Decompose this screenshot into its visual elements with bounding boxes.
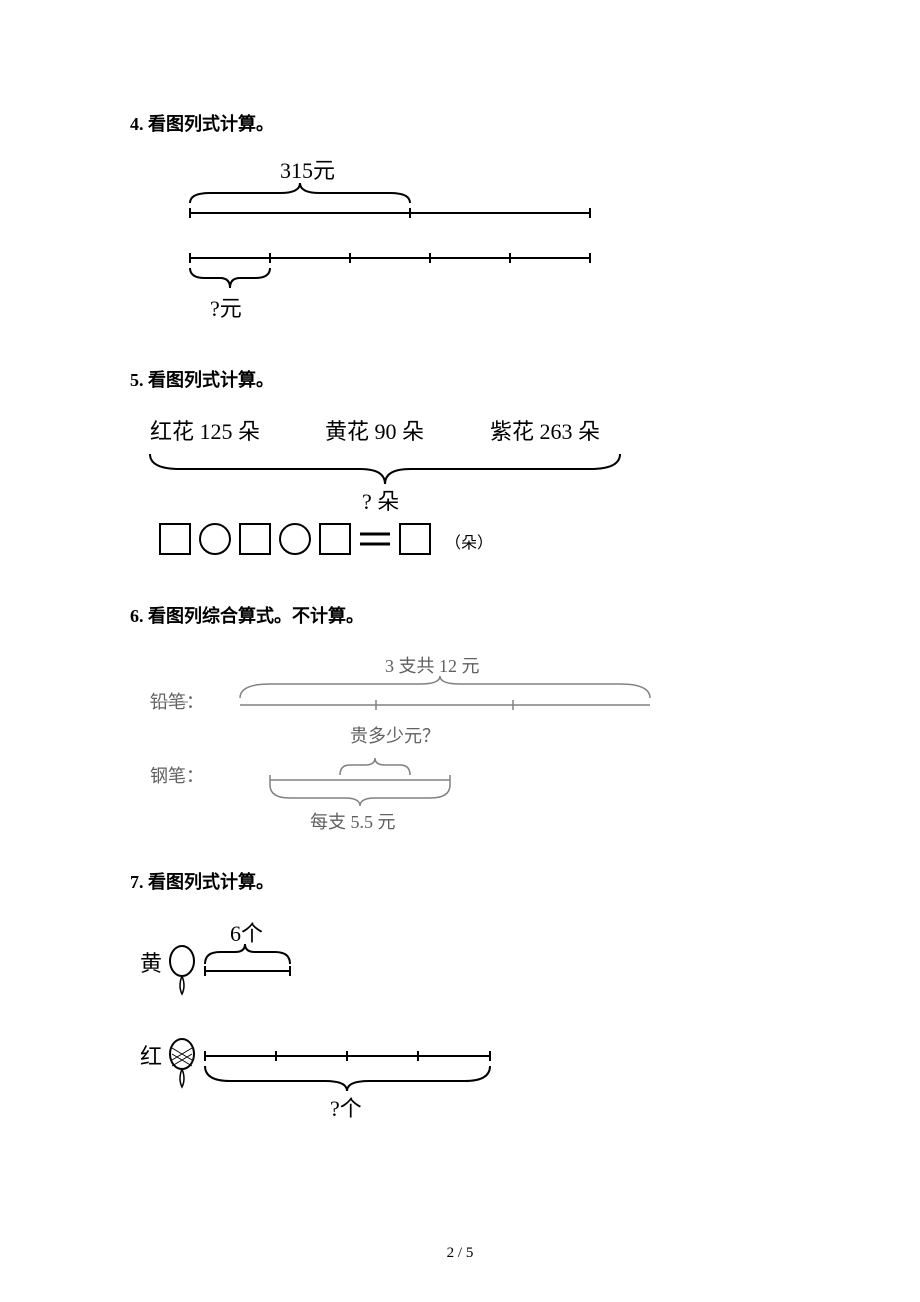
d6-pen-label: 钢笔： [150,766,204,786]
page: 4. 看图列式计算。 315元 [0,0,920,1302]
d6-top-label: 3 支共 12 元 [385,656,480,676]
d7-bottom-label: ?个 [330,1096,362,1121]
square-icon [400,524,430,554]
d7-top-label: 6个 [230,921,263,946]
square-icon [160,524,190,554]
d5-unit: （朵） [445,534,493,552]
question-7-title: 7. 看图列式计算。 [130,868,790,894]
diagram-4-svg: 315元 ?元 [160,158,620,338]
diagram-6-svg: 3 支共 12 元 铅笔： 贵多少元？ 钢笔： [130,650,690,840]
d4-top-brace [190,183,410,203]
question-7: 7. 看图列式计算。 黄 6个 红 [130,868,790,1126]
question-5: 5. 看图列式计算。 红花 125 朵 黄花 90 朵 紫花 263 朵 ? 朵 [130,366,790,574]
balloon-red-icon [170,1039,194,1087]
circle-icon [280,524,310,554]
d5-purple: 紫花 263 朵 [490,419,600,444]
diagram-6: 3 支共 12 元 铅笔： 贵多少元？ 钢笔： [130,650,790,840]
d4-bottom-label: ?元 [210,296,242,321]
d5-brace [150,454,620,484]
d4-bottom-brace [190,268,270,288]
square-icon [320,524,350,554]
d7-red-label: 红 [140,1044,162,1069]
question-4: 4. 看图列式计算。 315元 [130,110,790,338]
d5-equation: （朵） [160,524,493,554]
d7-yellow-label: 黄 [140,951,162,976]
diagram-7-svg: 黄 6个 红 [130,916,530,1126]
d6-pen-top-brace [340,758,410,775]
diagram-5-svg: 红花 125 朵 黄花 90 朵 紫花 263 朵 ? 朵 （朵） [130,414,650,574]
d4-top-label: 315元 [280,158,335,183]
balloon-yellow-icon [170,946,194,994]
diagram-7: 黄 6个 红 [130,916,790,1126]
page-footer: 2 / 5 [0,1245,920,1262]
d6-pen-bottom-brace [270,785,450,806]
d7-bottom-brace [205,1066,490,1091]
d7-top-brace [205,944,290,964]
d5-question: ? 朵 [362,489,399,514]
d5-red: 红花 125 朵 [150,419,260,444]
d6-mid-label: 贵多少元？ [350,726,440,746]
d5-yellow: 黄花 90 朵 [325,419,424,444]
question-5-title: 5. 看图列式计算。 [130,366,790,392]
question-4-title: 4. 看图列式计算。 [130,110,790,136]
circle-icon [200,524,230,554]
square-icon [240,524,270,554]
diagram-4: 315元 ?元 [160,158,790,338]
d6-top-brace [240,676,650,698]
question-6: 6. 看图列综合算式。不计算。 3 支共 12 元 铅笔： 贵多少元？ 钢笔： [130,602,790,840]
d6-bottom-label: 每支 5.5 元 [310,812,396,832]
question-6-title: 6. 看图列综合算式。不计算。 [130,602,790,628]
diagram-5: 红花 125 朵 黄花 90 朵 紫花 263 朵 ? 朵 （朵） [130,414,790,574]
